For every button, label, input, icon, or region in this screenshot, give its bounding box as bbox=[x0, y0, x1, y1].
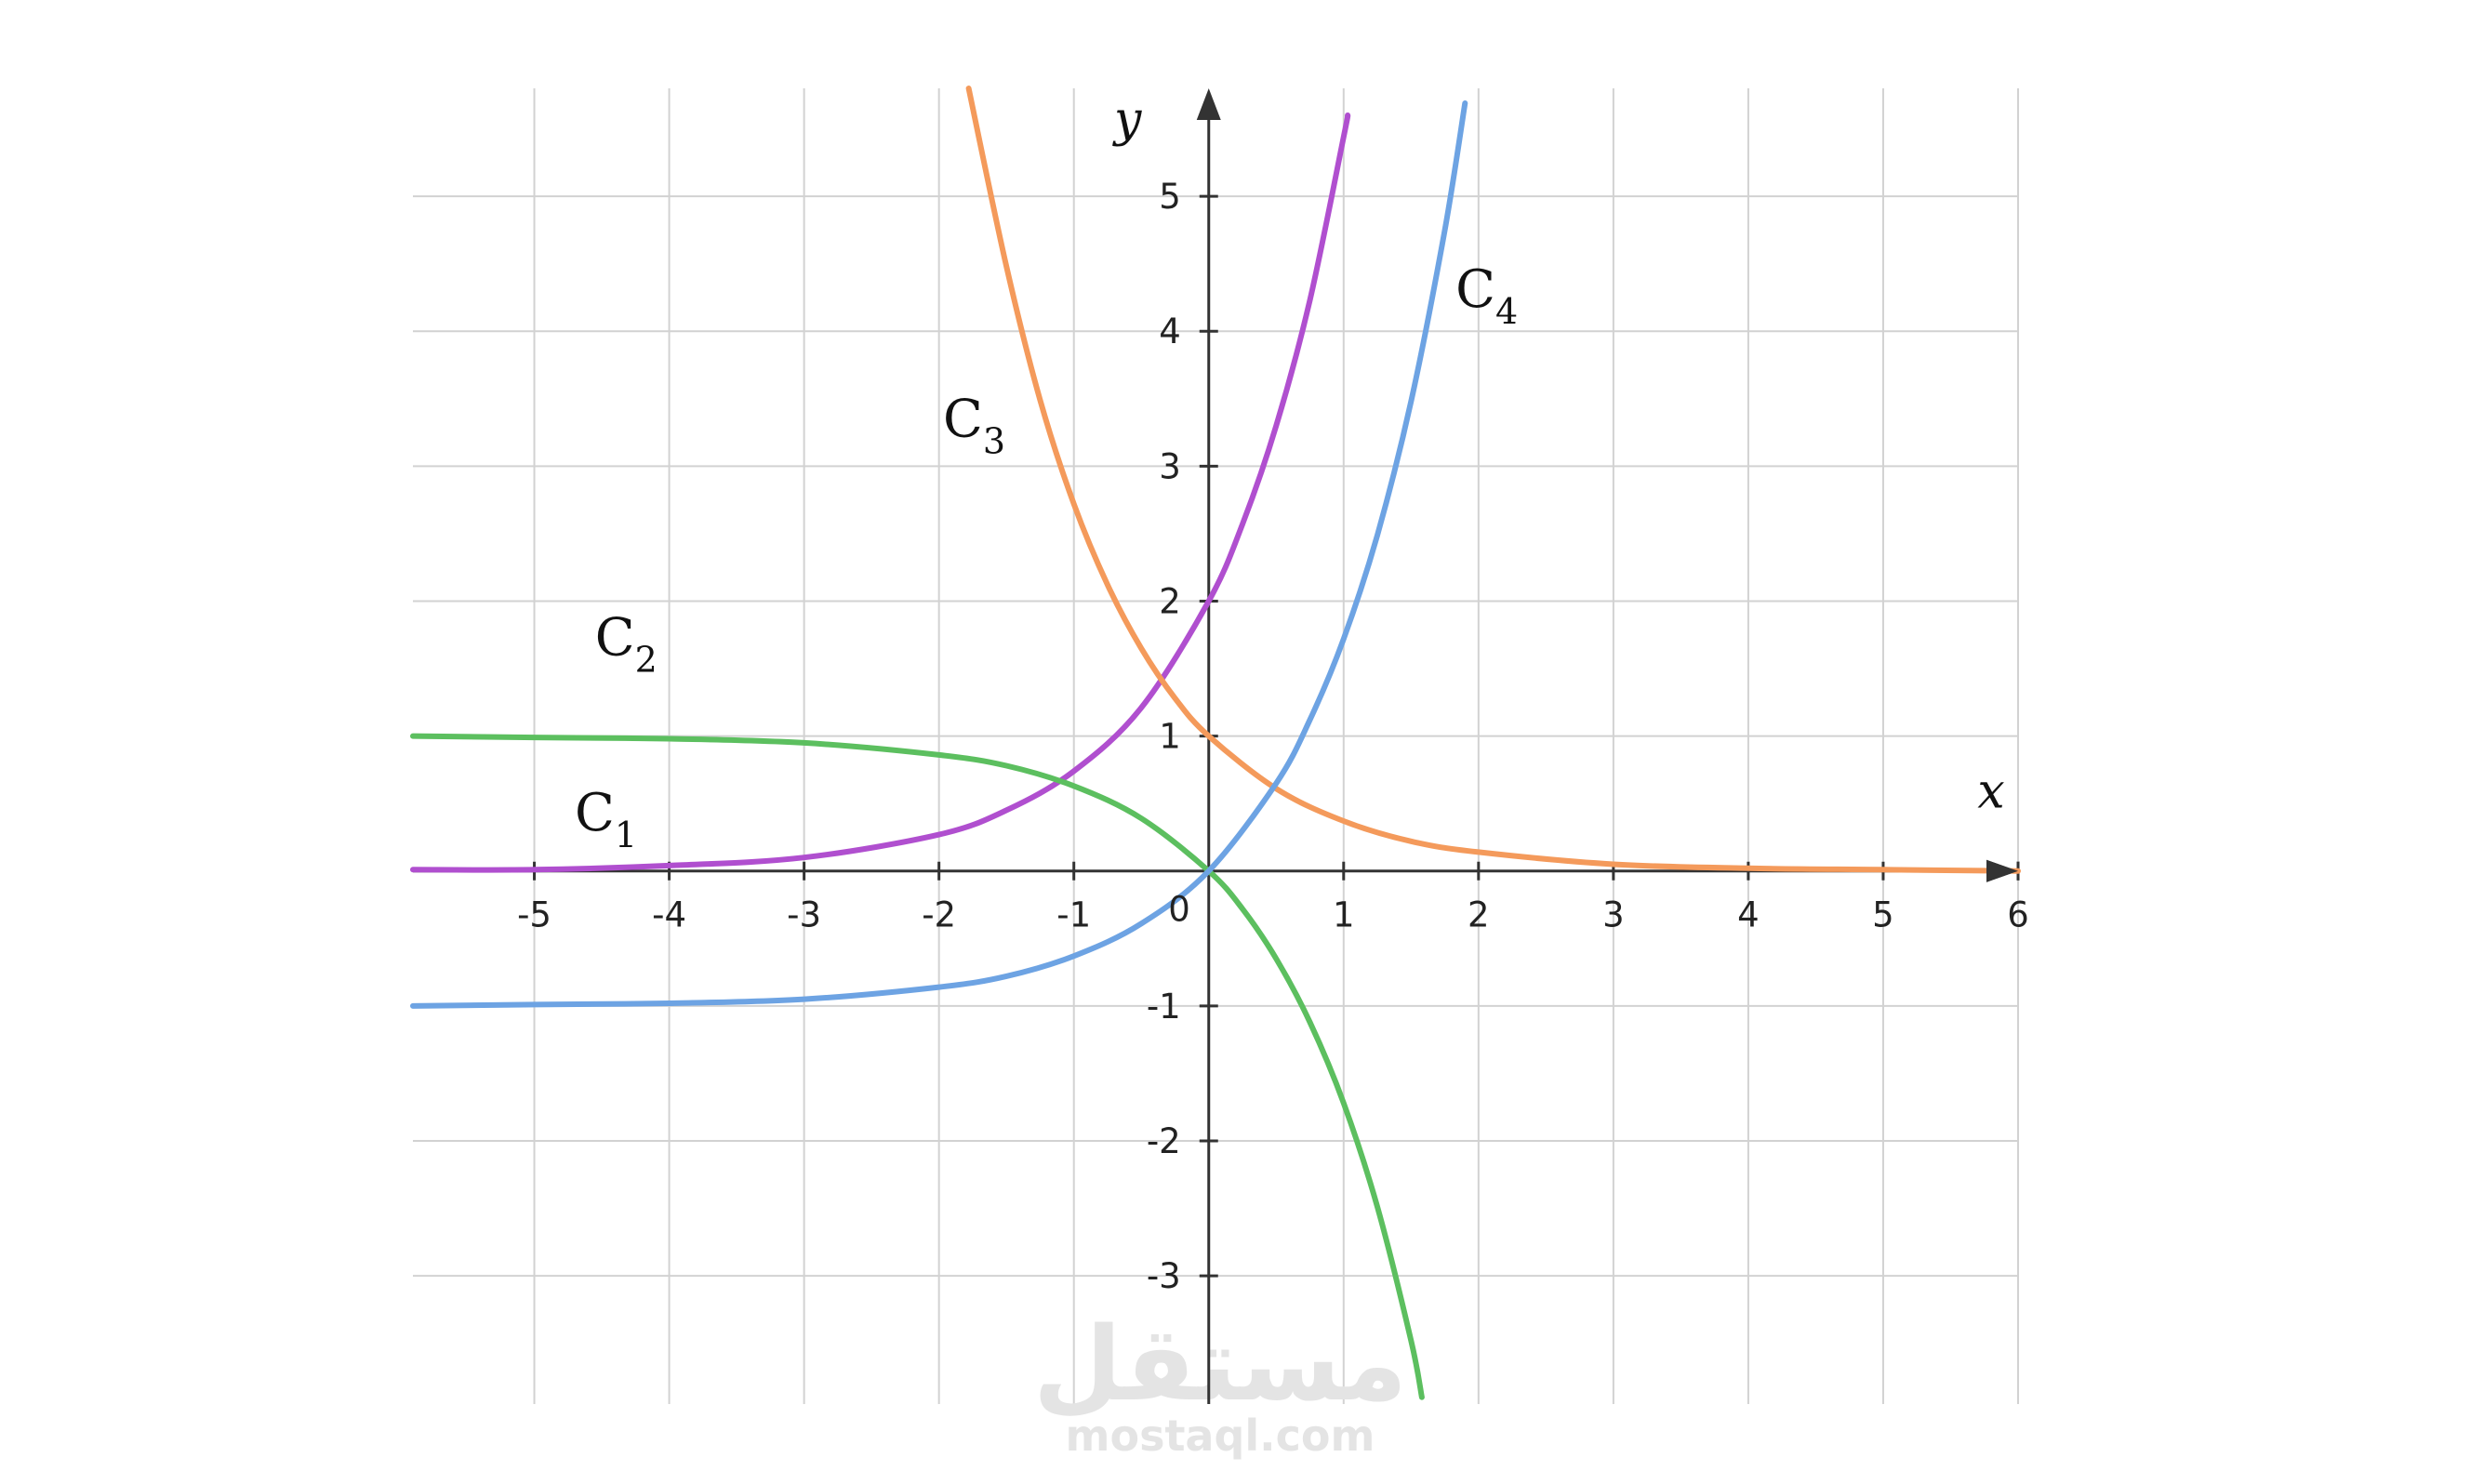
origin-label: 0 bbox=[1168, 890, 1190, 930]
y-tick-label: -2 bbox=[1147, 1121, 1181, 1161]
curve-c3 bbox=[965, 86, 2021, 874]
labels: -5 -4 -3 -2 -1 1 2 3 4 5 6 -3 -2 -1 1 2 3 4 5 0 x y C1 C2 C3 C4 bbox=[517, 92, 2029, 1296]
watermark-latin: mostaql.com bbox=[1066, 1411, 1375, 1461]
y-axis-arrow bbox=[1196, 88, 1221, 120]
y-tick-label: -3 bbox=[1147, 1256, 1181, 1296]
curve-label-c2: C2 bbox=[595, 608, 658, 681]
curve-label-c1: C1 bbox=[575, 783, 637, 855]
x-tick-label: 4 bbox=[1737, 895, 1760, 935]
axes bbox=[413, 88, 2020, 1404]
x-axis-label: x bbox=[1977, 764, 2004, 820]
curves bbox=[410, 86, 2021, 1400]
x-tick-label: 3 bbox=[1602, 895, 1625, 935]
curve-label-c3: C3 bbox=[943, 389, 1005, 461]
y-tick-label: -1 bbox=[1147, 987, 1181, 1027]
curve-c1 bbox=[410, 113, 1351, 873]
watermark-arabic: مستقل bbox=[1033, 1305, 1407, 1424]
x-tick-label: -1 bbox=[1056, 895, 1091, 935]
curve-c2 bbox=[410, 733, 1425, 1400]
y-tick-label: 4 bbox=[1159, 311, 1181, 351]
y-tick-label: 5 bbox=[1159, 177, 1181, 217]
x-tick-label: 2 bbox=[1468, 895, 1490, 935]
x-tick-label: 1 bbox=[1333, 895, 1355, 935]
x-axis-arrow bbox=[1986, 859, 2018, 882]
y-tick-label: 1 bbox=[1159, 717, 1181, 757]
grid bbox=[413, 88, 2019, 1404]
x-tick-label: -3 bbox=[787, 895, 821, 935]
y-tick-label: 3 bbox=[1159, 446, 1181, 486]
x-tick-label: 6 bbox=[2007, 895, 2029, 935]
watermark: مستقل mostaql.com bbox=[1033, 1305, 1407, 1461]
y-tick-label: 2 bbox=[1159, 581, 1181, 621]
x-tick-label: -4 bbox=[652, 895, 686, 935]
x-tick-label: -2 bbox=[922, 895, 956, 935]
y-axis-label: y bbox=[1112, 92, 1142, 148]
x-tick-label: -5 bbox=[517, 895, 551, 935]
curve-label-c4: C4 bbox=[1455, 259, 1518, 332]
curve-c4 bbox=[410, 100, 1468, 1009]
x-tick-label: 5 bbox=[1872, 895, 1894, 935]
